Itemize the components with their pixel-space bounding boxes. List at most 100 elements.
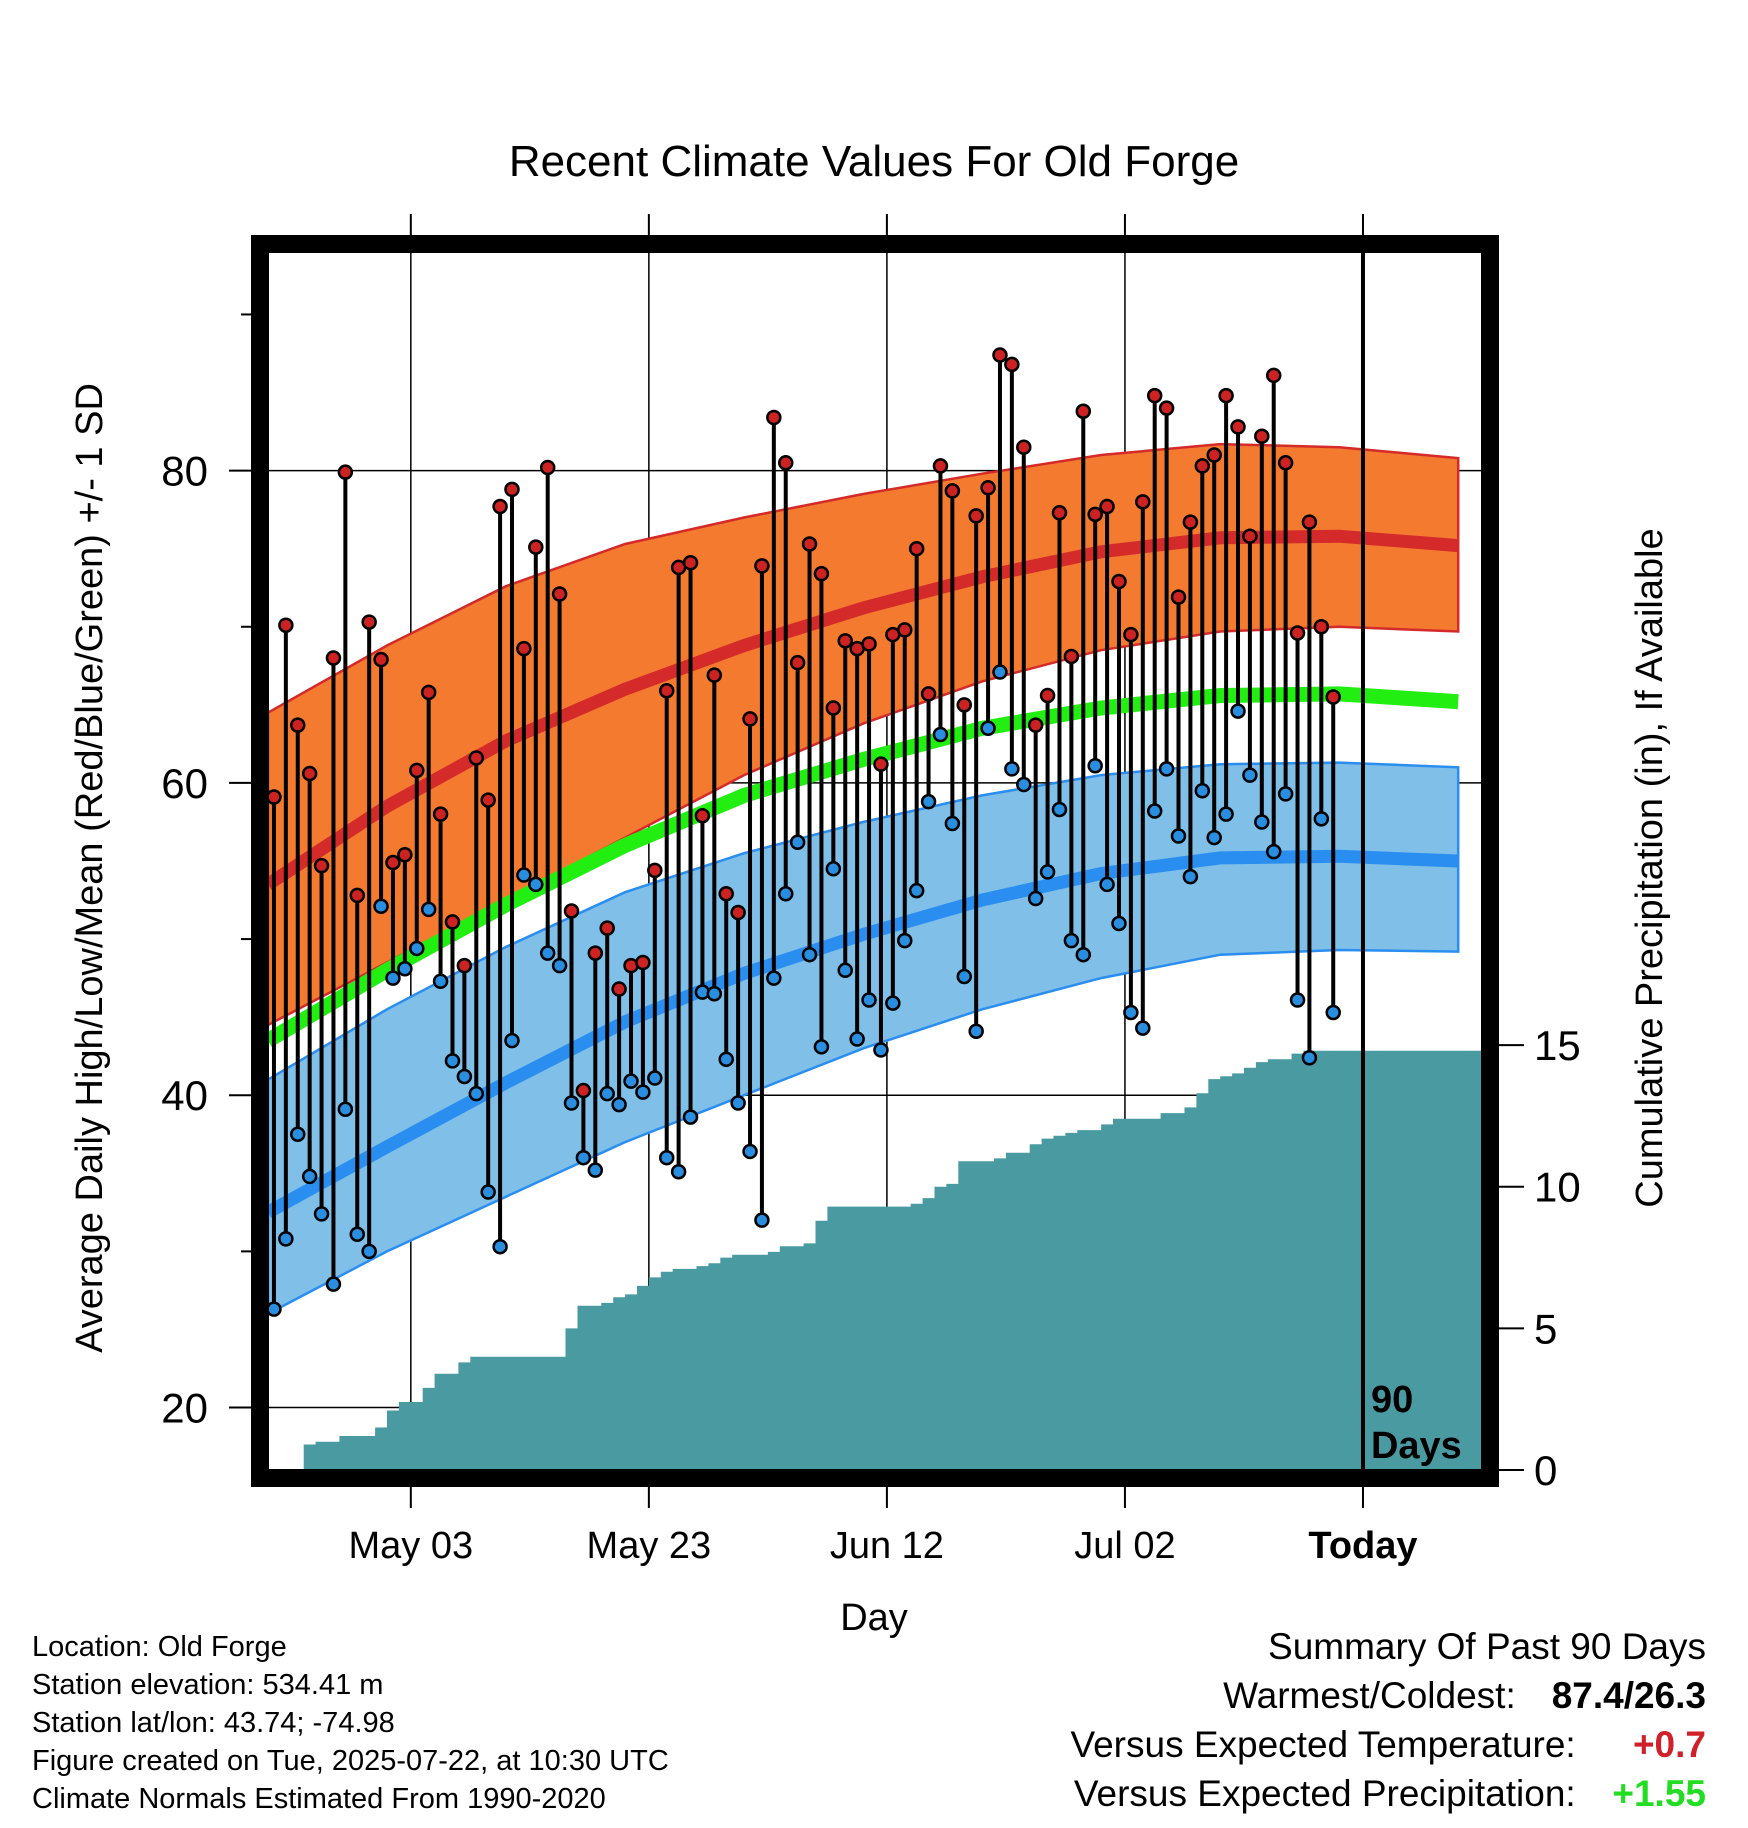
high-point [1039,687,1056,704]
low-point [1230,703,1246,719]
low-point [766,970,782,986]
high-point [789,654,806,671]
high-point [1265,367,1282,384]
normals-text: Climate Normals Estimated From 1990-2020 [32,1783,606,1815]
high-point [563,903,580,919]
y2-tick-label: 0 [1534,1447,1557,1494]
low-point [825,861,842,877]
high-point [647,862,663,879]
x-tick-label: May 03 [349,1525,474,1567]
low-point [1135,1020,1151,1036]
low-point [992,664,1008,680]
low-point [325,1276,342,1292]
low-point [1194,782,1211,799]
low-point [670,1163,687,1180]
low-point [885,995,901,1011]
summary-precip-row: Versus Expected Precipitation: +1.55 [1070,1769,1706,1818]
high-point [1123,626,1139,643]
low-point [456,1068,473,1085]
high-point [1004,356,1020,373]
low-point [908,882,925,899]
low-point [873,1042,889,1058]
high-point [944,483,961,499]
low-point [1170,828,1187,844]
low-point [1325,1004,1341,1021]
temp-label: Versus Expected Temperature: [1070,1724,1576,1765]
high-point [349,887,366,904]
low-point [301,1168,318,1185]
high-point [861,636,877,652]
high-point [313,857,330,874]
high-point [361,614,377,630]
low-point [492,1238,508,1255]
low-point [480,1184,496,1200]
low-point [373,898,389,915]
low-point [504,1032,520,1049]
low-point [754,1212,770,1228]
low-point [897,932,913,949]
low-point [1313,811,1330,827]
low-point [563,1095,580,1111]
low-point [444,1053,461,1069]
plot-interior [268,252,1482,1470]
high-point [777,455,794,471]
high-point [968,508,984,524]
today-label-line: 90 [1371,1379,1413,1421]
high-point [1301,514,1318,530]
low-point [849,1031,865,1047]
low-point [1254,814,1270,830]
low-point [278,1231,294,1247]
low-point [789,834,806,851]
high-point [1182,514,1199,530]
high-point [397,847,413,863]
low-point [968,1023,984,1039]
x-tick-label: Today [1308,1525,1417,1567]
low-point [718,1051,734,1068]
low-point [397,960,413,977]
low-point [801,946,818,963]
low-point [1075,946,1092,963]
low-point [420,901,437,918]
high-point [932,458,949,474]
high-point [801,536,818,552]
low-point [268,1301,282,1317]
station-info: Location: Old Forge Station elevation: 5… [32,1628,669,1818]
high-point [1027,717,1044,733]
low-point [1123,1004,1139,1021]
low-point [1039,864,1056,880]
low-point [944,815,961,832]
precip-value: +1.55 [1612,1773,1706,1814]
high-point [1230,419,1246,435]
low-point [1218,806,1234,822]
low-point [575,1149,592,1166]
high-point [420,684,437,701]
high-point [325,650,342,666]
high-point [1099,498,1115,515]
high-point [1218,387,1234,404]
created-text: Figure created on Tue, 2025-07-22, at 10… [32,1745,669,1777]
latlon-text: Station lat/lon: 43.74; -74.98 [32,1707,395,1739]
low-point [313,1206,330,1222]
high-point [813,565,830,582]
low-point [1277,786,1294,802]
low-point [1027,890,1044,907]
high-point [1313,619,1330,635]
high-point [290,717,306,733]
low-point [528,876,544,893]
y-axis-label: Average Daily High/Low/Mean (Red/Blue/Gr… [69,383,111,1353]
chart-title: Recent Climate Values For Old Forge [509,137,1239,186]
high-point [766,409,782,426]
low-point [706,985,723,1002]
low-point [1182,868,1199,885]
high-point [992,347,1008,363]
warmest-value: 87.4/26.3 [1551,1675,1706,1716]
high-point [1206,447,1222,463]
high-point [1242,528,1258,544]
high-point [1158,400,1175,416]
high-point [456,957,473,974]
low-point [599,1085,615,1102]
low-point [361,1243,377,1260]
high-point [444,914,461,930]
summary-temp-row: Versus Expected Temperature: +0.7 [1070,1720,1706,1769]
